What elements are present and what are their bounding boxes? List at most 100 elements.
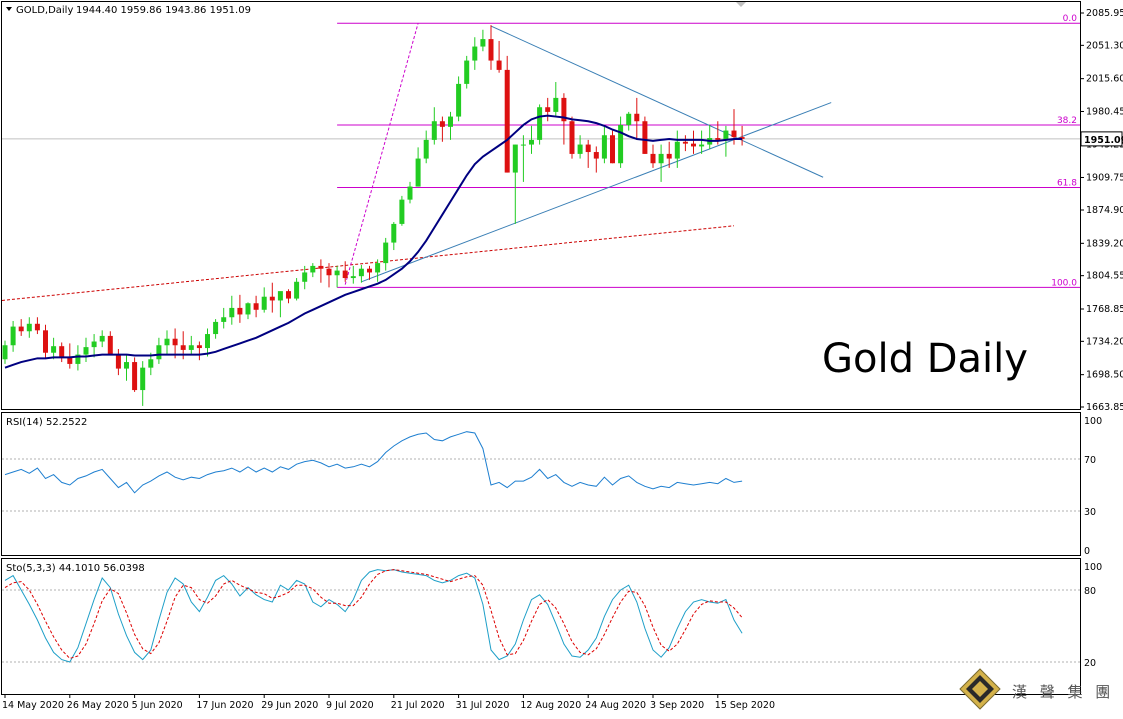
rsi-axis-label: 100 (1084, 416, 1102, 427)
rsi-line (4, 431, 743, 494)
stochastic-main-line (4, 569, 743, 663)
candle-body (253, 303, 259, 310)
candle-body (59, 346, 65, 358)
candle-body (537, 107, 543, 140)
candle-body (148, 359, 154, 368)
candle-body (302, 272, 308, 282)
stochastic-signal-line (4, 569, 743, 659)
candle-body (334, 270, 340, 276)
candle-body (172, 338, 178, 346)
candle-body (358, 268, 364, 277)
candle-body (439, 121, 445, 127)
candle-body (480, 39, 486, 47)
candle-body (496, 60, 502, 70)
candle-body (407, 186, 413, 200)
candle-body (221, 317, 227, 322)
candle-body (650, 153, 656, 164)
candle-body (456, 83, 462, 117)
candle-body (593, 152, 599, 159)
fib-level-label: 61.8 (1057, 179, 1077, 189)
chart-symbol: GOLD,Daily (16, 5, 73, 16)
time-axis-label: 5 Jun 2020 (132, 700, 183, 711)
collapse-triangle-icon[interactable] (6, 7, 12, 11)
rsi-axis-label: 0 (1084, 546, 1090, 557)
fib-level-label: 0.0 (1063, 14, 1078, 24)
rsi-axis-label: 30 (1084, 507, 1096, 518)
time-axis-label: 3 Sep 2020 (650, 700, 704, 711)
candle-body (666, 153, 672, 159)
candle-body (164, 338, 170, 346)
candle-body (83, 347, 89, 355)
current-price-label: 1951.09 (1084, 135, 1123, 146)
watermark-title: Gold Daily (822, 336, 1028, 382)
time-axis-label: 12 Aug 2020 (520, 700, 581, 711)
candle-body (67, 357, 73, 364)
price-tick-label: 1768.85 (1086, 304, 1123, 315)
candle-body (342, 270, 348, 279)
logo-text: 漢 聲 集 團 (1012, 683, 1114, 701)
company-logo: 漢 聲 集 團 (959, 668, 1114, 710)
time-axis-label: 14 May 2020 (2, 700, 64, 711)
candle-body (269, 296, 275, 301)
candle-body (553, 97, 559, 112)
candle-body (520, 144, 526, 146)
time-axis-label: 29 Jun 2020 (261, 700, 318, 711)
rsi-axis-label: 70 (1084, 455, 1096, 466)
candle-body (132, 362, 138, 391)
price-tick-label: 1874.90 (1086, 205, 1123, 216)
candle-body (310, 265, 316, 273)
time-axis-label: 15 Sep 2020 (715, 700, 775, 711)
candle-body (99, 335, 105, 342)
candle-body (286, 291, 291, 299)
candle-body (294, 281, 300, 299)
candle-body (75, 354, 81, 364)
triangle-upper-trendline (490, 25, 824, 178)
candle-body (626, 113, 632, 125)
rsi-panel-frame (1, 412, 1081, 556)
candle-body (448, 116, 453, 127)
candle-body (156, 345, 162, 360)
candle-body (472, 46, 478, 61)
stochastic-axis-label: 100 (1084, 562, 1102, 573)
candle-body (577, 144, 583, 154)
stochastic-axis-label: 80 (1084, 586, 1096, 597)
candle-body (107, 335, 113, 355)
candle-body (569, 121, 575, 154)
stochastic-label: Sto(5,3,3) 44.1010 56.0398 (6, 563, 145, 574)
candle-body (91, 341, 97, 348)
candle-body (658, 153, 664, 164)
candle-body (10, 326, 16, 346)
stochastic-axis-label: 20 (1084, 658, 1096, 669)
price-tick-label: 1734.20 (1086, 336, 1123, 347)
price-tick-label: 1909.75 (1086, 172, 1123, 183)
price-tick-label: 1804.55 (1086, 271, 1123, 282)
chart-marks: 2085.952051.302015.601980.451945.251909.… (1, 8, 1123, 711)
price-panel-frame (1, 1, 1081, 410)
time-axis-label: 26 May 2020 (67, 700, 129, 711)
candle-body (188, 345, 194, 350)
candle-body (180, 345, 186, 350)
candle-body (383, 242, 389, 264)
candle-body (18, 326, 24, 332)
candle-body (391, 223, 397, 243)
time-axis-label: 31 Jul 2020 (456, 700, 510, 711)
price-tick-label: 1698.50 (1086, 370, 1123, 381)
candle-body (26, 323, 32, 332)
candle-body (431, 121, 437, 140)
candle-body (601, 135, 607, 159)
candle-body (674, 141, 680, 159)
candle-body (51, 346, 57, 353)
time-axis-label: 17 Jun 2020 (196, 700, 253, 711)
candle-body (140, 367, 146, 391)
ohlc-readout: 1944.40 1959.86 1943.86 1951.09 (76, 5, 251, 16)
shift-marker-icon[interactable] (736, 2, 746, 7)
candle-body (213, 321, 219, 335)
dashed-support-trendline (1, 225, 735, 301)
candle-body (237, 307, 243, 315)
candle-body (634, 113, 640, 122)
price-tick-label: 1980.45 (1086, 106, 1123, 117)
candle-body (699, 144, 705, 147)
candle-body (2, 345, 8, 360)
